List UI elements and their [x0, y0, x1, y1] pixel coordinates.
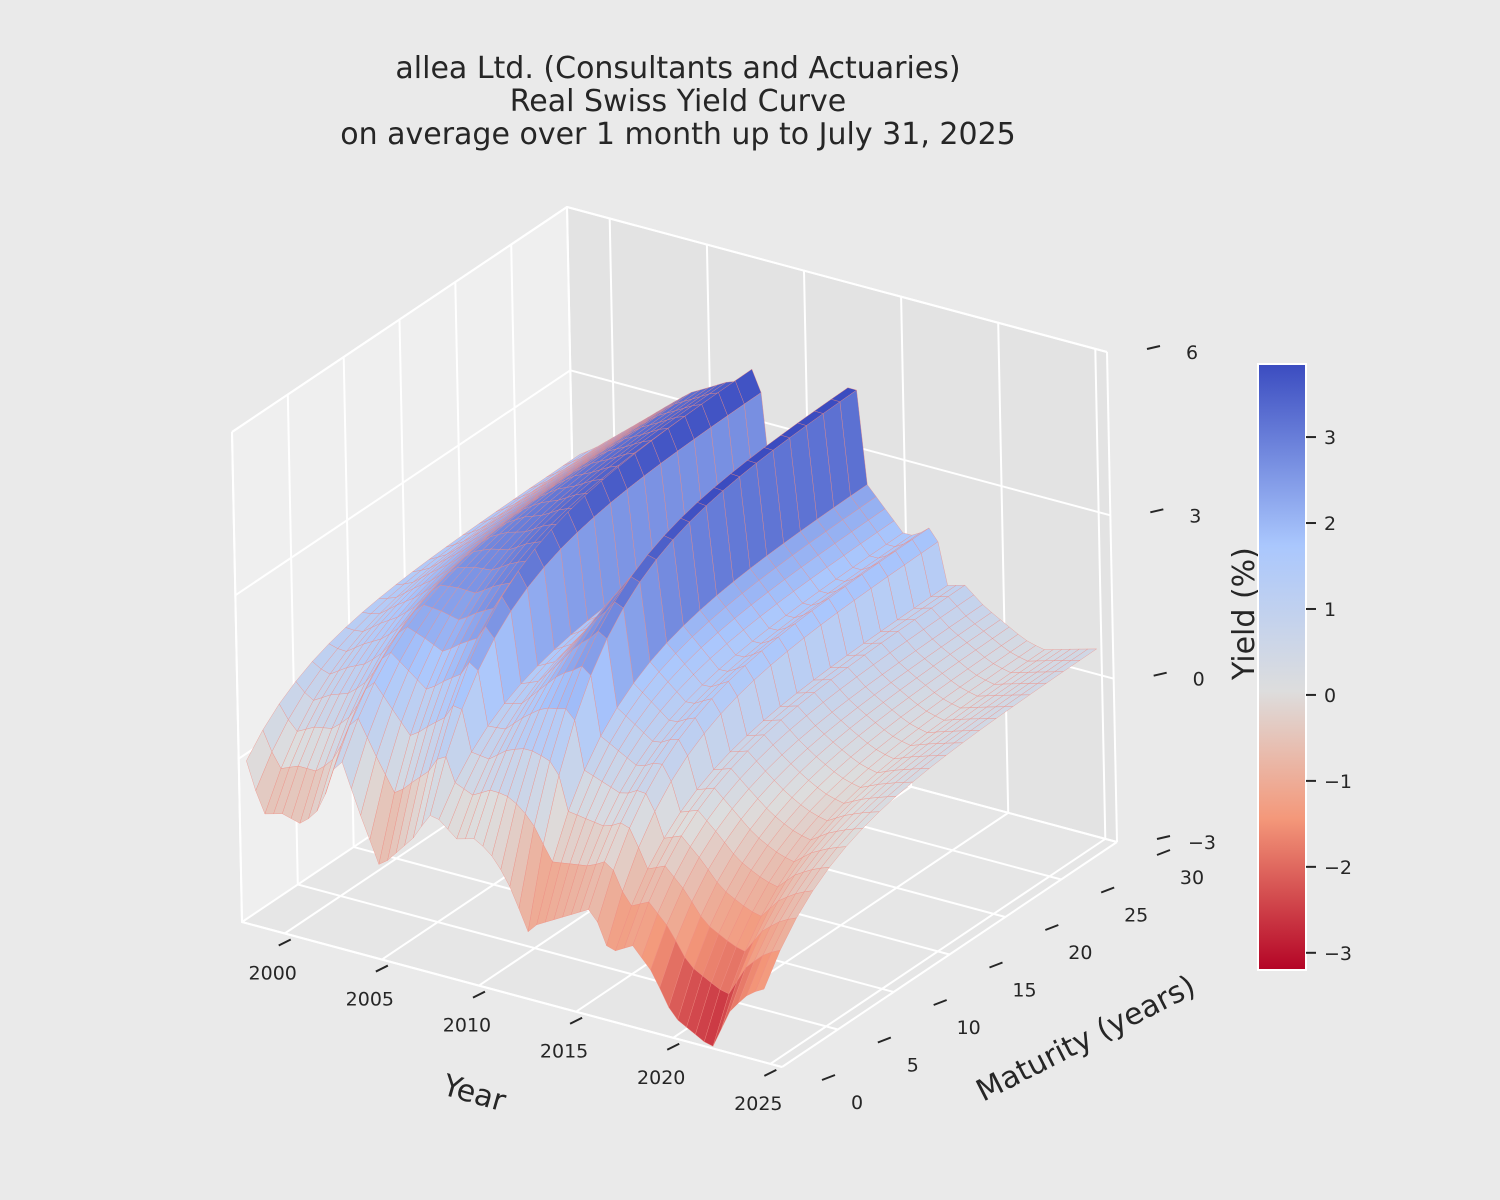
x-tick-mark	[569, 1016, 583, 1025]
y-tick-label: 5	[907, 1055, 919, 1077]
x-tick-label: 2000	[249, 962, 297, 984]
z-tick-label: −3	[1188, 832, 1216, 854]
y-tick-mark	[1100, 886, 1115, 894]
z-tick-label: 0	[1193, 669, 1205, 691]
z-tick-mark	[1153, 671, 1167, 677]
surface-facet	[754, 949, 781, 992]
x-axis-title: Year	[438, 1068, 510, 1120]
x-tick-label: 2025	[734, 1093, 782, 1115]
colorbar: −3 −2 −1 0 1 2 3	[1257, 363, 1352, 971]
colorbar-tick-label: 0	[1324, 685, 1336, 707]
colorbar-tick-label: 3	[1324, 427, 1336, 449]
x-tick-mark	[666, 1042, 680, 1051]
colorbar-title: Yield (%)	[1227, 547, 1262, 681]
colorbar-tick-label: 1	[1324, 599, 1336, 621]
colorbar-tick-label: 2	[1324, 513, 1336, 535]
y-tick-mark	[989, 961, 1003, 969]
y-tick-label: 20	[1068, 942, 1092, 964]
pane-edge	[241, 921, 783, 1068]
x-tick-mark	[375, 964, 389, 973]
y-tick-mark	[1044, 924, 1059, 931]
x-tick-mark	[763, 1068, 777, 1077]
x-tick-label: 2010	[443, 1015, 491, 1037]
colorbar-tick-label: −2	[1324, 857, 1352, 879]
chart-title-line-1: allea Ltd. (Consultants and Actuaries)	[395, 51, 961, 86]
x-tick-label: 2005	[346, 989, 394, 1011]
pane-edge	[566, 206, 1108, 353]
y-tick-mark	[933, 999, 948, 1006]
chart-title: allea Ltd. (Consultants and Actuaries) R…	[278, 52, 1078, 151]
x-tick-mark	[472, 990, 486, 999]
y-axis-title: Maturity (years)	[971, 969, 1201, 1109]
z-tick-mark	[1146, 345, 1161, 350]
z-tick-label: 3	[1189, 505, 1201, 527]
pane-edge	[781, 841, 1118, 1068]
z-tick-mark	[1150, 508, 1164, 514]
x-tick-label: 2020	[637, 1067, 685, 1089]
z-tick-label: 6	[1186, 342, 1198, 364]
y-tick-label: 15	[1012, 980, 1036, 1002]
y-tick-mark	[1156, 849, 1171, 856]
chart-title-line-3: on average over 1 month up to July 31, 2…	[340, 117, 1016, 152]
y-tick-mark	[821, 1074, 836, 1081]
x-tick-label: 2015	[540, 1041, 588, 1063]
chart-title-line-2: Real Swiss Yield Curve	[509, 84, 847, 119]
pane-edge	[231, 431, 243, 923]
x-tick-mark	[278, 938, 292, 947]
y-tick-label: 10	[957, 1017, 981, 1039]
colorbar-tick-label: −1	[1324, 771, 1352, 793]
pane-edge	[1106, 351, 1118, 843]
pane-edge	[231, 206, 568, 433]
y-tick-label: 0	[851, 1092, 863, 1114]
y-tick-label: 30	[1180, 867, 1204, 889]
yield-surface	[246, 368, 1098, 1047]
colorbar-gradient	[1257, 363, 1307, 971]
y-tick-label: 25	[1124, 905, 1148, 927]
colorbar-tick-label: −3	[1324, 943, 1352, 965]
y-tick-mark	[877, 1036, 892, 1044]
z-tick-mark	[1156, 835, 1171, 840]
